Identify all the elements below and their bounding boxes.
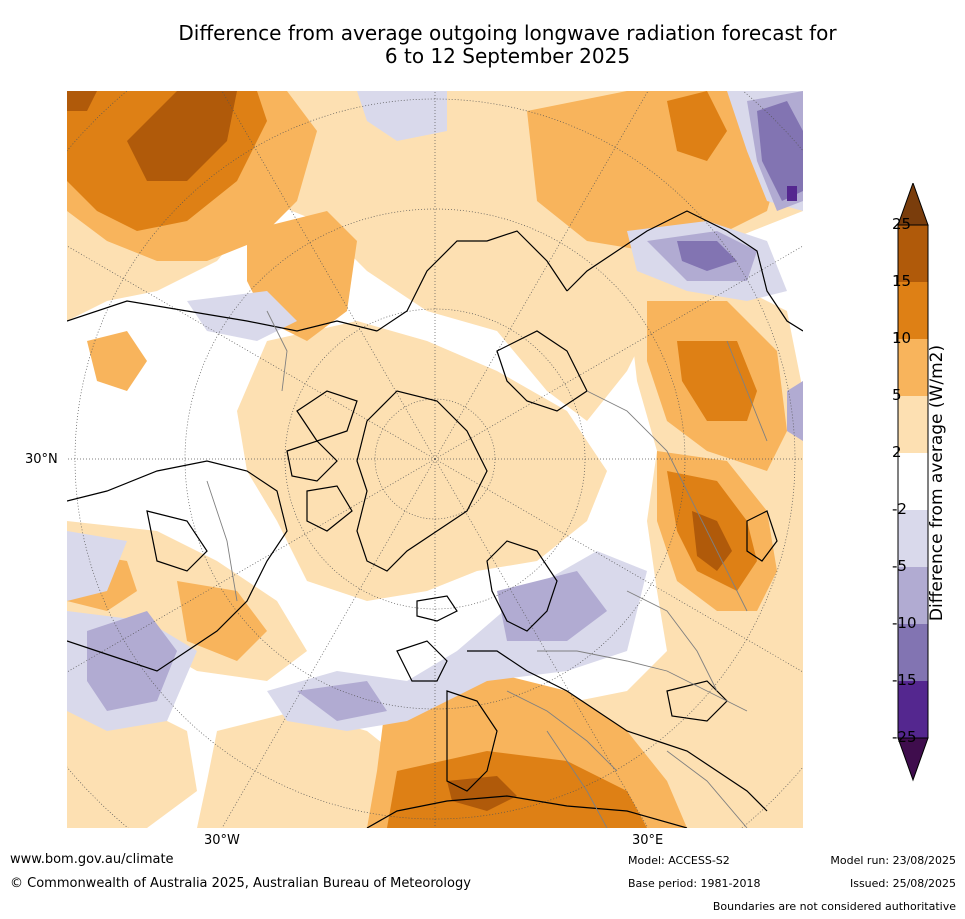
colorbar-swatch-10-15 xyxy=(898,282,928,339)
colorbar-tick-1: 15 xyxy=(892,272,912,290)
copyright-text: © Commonwealth of Australia 2025, Austra… xyxy=(10,876,471,891)
graticule xyxy=(67,91,803,828)
title-line-1: Difference from average outgoing longwav… xyxy=(178,21,837,45)
colorbar-tick-6: -5 xyxy=(892,557,907,575)
coastlines xyxy=(67,210,803,828)
colorbar-swatch-m5-m10 xyxy=(898,567,928,624)
colorbar-swatch-neutral xyxy=(898,453,928,510)
anomaly-neg-10-15 xyxy=(677,101,803,271)
colorbar-swatch-15-25 xyxy=(898,225,928,282)
colorbar-tick-4: 2 xyxy=(892,443,902,461)
colorbar-swatch-5-10 xyxy=(898,339,928,396)
colorbar-swatch-m2-m5 xyxy=(898,510,928,567)
disclaimer-text: Boundaries are not considered authoritat… xyxy=(712,900,956,913)
issued-text: Issued: 25/08/2025 xyxy=(849,877,956,890)
anomaly-pos-15-25 xyxy=(67,91,732,811)
colorbar-tick-0: 25 xyxy=(892,215,912,233)
colorbar-swatch-2-5 xyxy=(898,396,928,453)
country-boundaries xyxy=(206,310,768,828)
map-title: Difference from average outgoing longwav… xyxy=(100,22,915,68)
colorbar-swatch-m10-m15 xyxy=(898,624,928,681)
lat-label-30n: 30°N xyxy=(25,452,58,467)
base-period-text: Base period: 1981-2018 xyxy=(628,877,761,890)
colorbar-swatch-m15-m25 xyxy=(898,681,928,738)
colorbar-tick-3: 5 xyxy=(892,386,902,404)
anomaly-neg-15-25 xyxy=(787,186,797,201)
colorbar-tick-2: 10 xyxy=(892,329,912,347)
map-canvas xyxy=(67,91,803,828)
colorbar-title: Difference from average (W/m2) xyxy=(927,344,947,622)
colorbar-tick-5: -2 xyxy=(892,500,907,518)
title-line-2: 6 to 12 September 2025 xyxy=(384,44,631,68)
colorbar-tick-9: -25 xyxy=(892,728,917,746)
website-link[interactable]: www.bom.gov.au/climate xyxy=(10,852,174,867)
polar-map xyxy=(67,91,803,828)
colorbar-tick-8: -15 xyxy=(892,671,917,689)
model-run-text: Model run: 23/08/2025 xyxy=(830,854,956,867)
colorbar-tick-7: -10 xyxy=(892,614,917,632)
lon-label-30e: 30°E xyxy=(632,833,664,848)
colorbar xyxy=(897,183,929,782)
lon-label-30w: 30°W xyxy=(204,833,240,848)
model-text: Model: ACCESS-S2 xyxy=(628,854,730,867)
